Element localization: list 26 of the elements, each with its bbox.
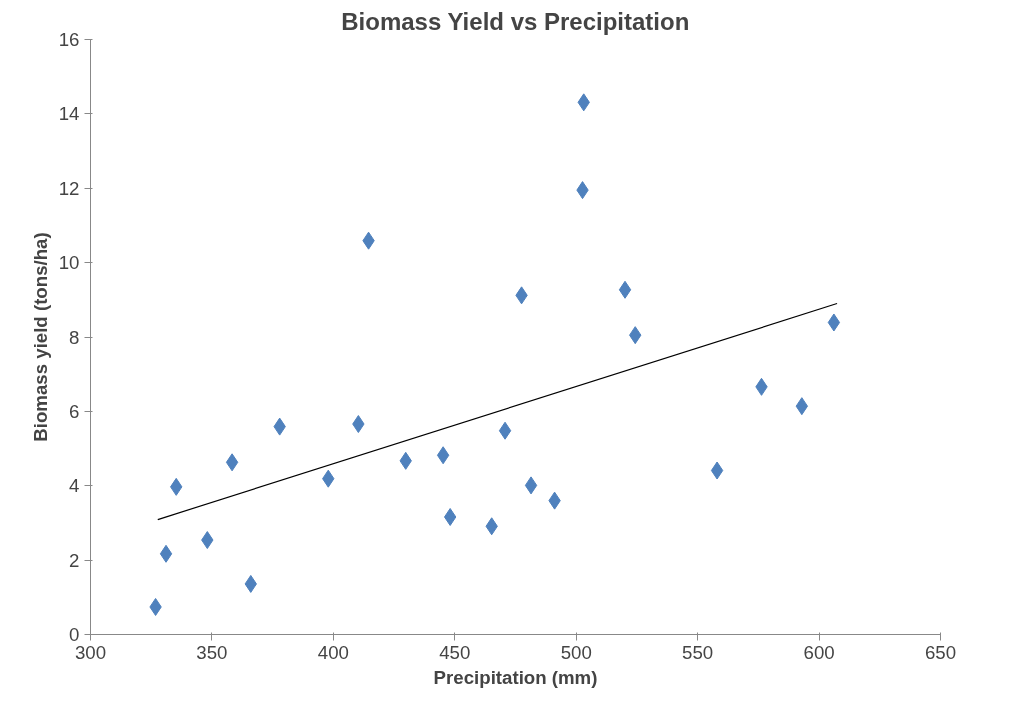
y-tick-label: 6 [69, 400, 80, 422]
point [225, 453, 239, 472]
chart-title: Biomass Yield vs Precipitation [341, 7, 690, 35]
point [436, 446, 450, 465]
y-tick-label: 10 [58, 252, 80, 274]
x-tick-label: 550 [682, 641, 714, 663]
y-tick-label: 14 [58, 103, 80, 125]
x-tick-label: 650 [924, 641, 957, 663]
x-tick-label: 500 [560, 641, 592, 663]
point [498, 421, 512, 440]
y-axis-title: Biomass yield (tons/ha) [29, 232, 51, 442]
x-tick-label: 400 [317, 641, 349, 663]
y-tick-label: 12 [58, 177, 80, 199]
x-tick-label: 350 [196, 641, 228, 663]
x-axis-title: Precipitation (mm) [433, 666, 598, 688]
x-tick-label: 450 [439, 641, 471, 663]
point [710, 461, 724, 480]
point [524, 476, 538, 495]
point [618, 280, 632, 299]
x-tick-label: 600 [803, 641, 835, 663]
y-tick-label: 4 [69, 475, 80, 497]
point [827, 313, 841, 332]
y-tick-label: 2 [69, 549, 80, 571]
y-tick-label: 8 [69, 326, 80, 348]
y-tick-label: 16 [58, 29, 80, 50]
point [159, 544, 173, 563]
